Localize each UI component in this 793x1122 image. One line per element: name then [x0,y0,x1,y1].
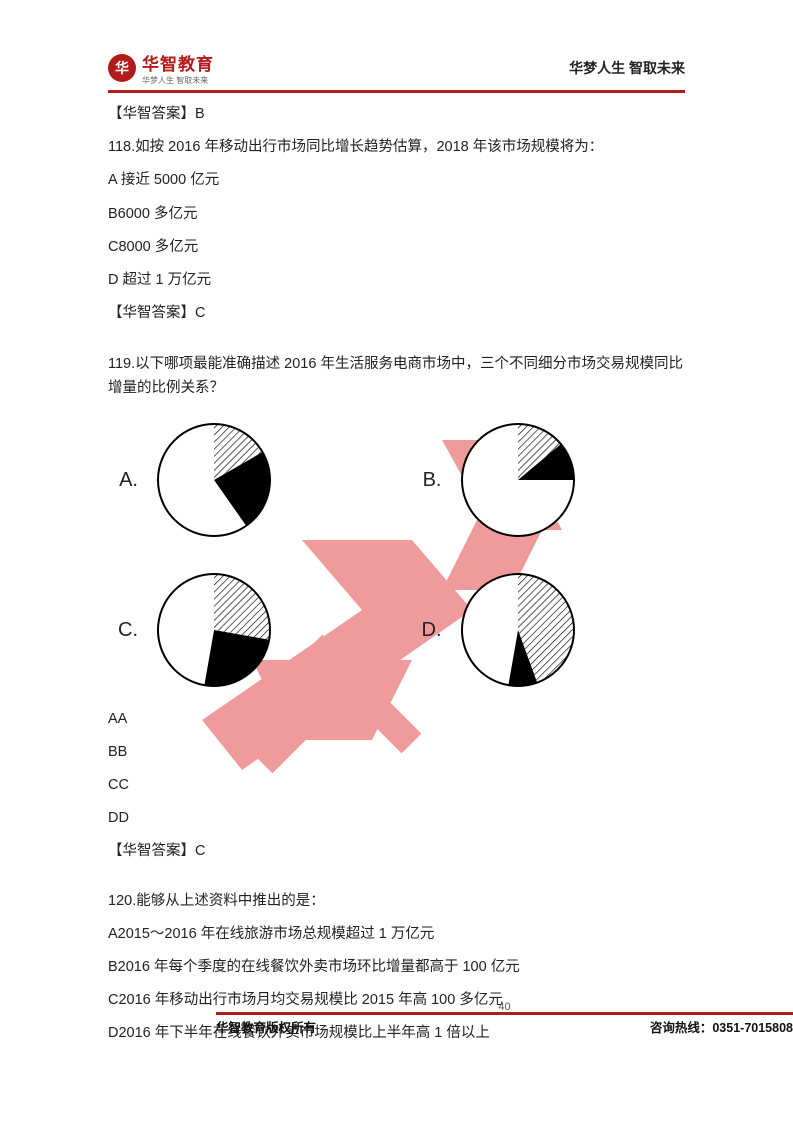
q119-stem: 119.以下哪项最能准确描述 2016 年生活服务电商市场中，三个不同细分市场交… [108,353,685,399]
q119-list-dd: DD [108,807,685,830]
q119-pie-d-cell: D. [412,572,686,688]
q120-stem: 120.能够从上述资料中推出的是： [108,890,685,913]
logo-title: 华智教育 [142,50,214,75]
q119-label-d: D. [412,614,442,646]
footer-left: 华智教育版权所有 [216,1017,316,1036]
q120-option-b: B2016 年每个季度的在线餐饮外卖市场环比增量都高于 100 亿元 [108,956,685,979]
q119-pie-c [156,572,272,688]
header-slogan: 华梦人生 智取未来 [569,58,685,78]
q117-answer: 【华智答案】B [108,103,685,126]
q118-option-a: A 接近 5000 亿元 [108,169,685,192]
page-footer: 40 华智教育版权所有 咨询热线：0351-7015808 [216,1012,793,1036]
logo: 华 华智教育 华梦人生 智取未来 [108,50,214,86]
logo-subtitle: 华梦人生 智取未来 [142,75,214,86]
q118-option-b: B6000 多亿元 [108,203,685,226]
q119-answer: 【华智答案】C [108,840,685,863]
q119-pie-b-cell: B. [412,422,686,538]
q119-list-aa: AA [108,708,685,731]
q118-stem: 118.如按 2016 年移动出行市场同比增长趋势估算，2018 年该市场规模将… [108,136,685,159]
q119-label-b: B. [412,464,442,496]
q119-pie-a [156,422,272,538]
q118-option-d: D 超过 1 万亿元 [108,269,685,292]
q119-list-cc: CC [108,774,685,797]
q119-label-a: A. [108,464,138,496]
q118-answer: 【华智答案】C [108,302,685,325]
logo-icon: 华 [108,54,136,82]
page-header: 华 华智教育 华梦人生 智取未来 华梦人生 智取未来 [108,50,685,93]
q120-option-c: C2016 年移动出行市场月均交易规模比 2015 年高 100 多亿元 [108,989,685,1012]
q119-pie-c-cell: C. [108,572,382,688]
page: 华 华智教育 华梦人生 智取未来 华梦人生 智取未来 【华智答案】B 118.如… [0,0,793,1122]
q119-label-c: C. [108,614,138,646]
q118-option-c: C8000 多亿元 [108,236,685,259]
q119-pie-d [460,572,576,688]
q119-pie-b [460,422,576,538]
q119-pie-a-cell: A. [108,422,382,538]
q120-option-a: A2015～2016 年在线旅游市场总规模超过 1 万亿元 [108,923,685,946]
q119-pie-grid: A. B. C. D. [108,422,685,688]
page-number: 40 [498,1001,510,1013]
footer-right: 咨询热线：0351-7015808 [650,1017,793,1036]
content-body: 【华智答案】B 118.如按 2016 年移动出行市场同比增长趋势估算，2018… [108,103,685,1046]
q119-list-bb: BB [108,741,685,764]
